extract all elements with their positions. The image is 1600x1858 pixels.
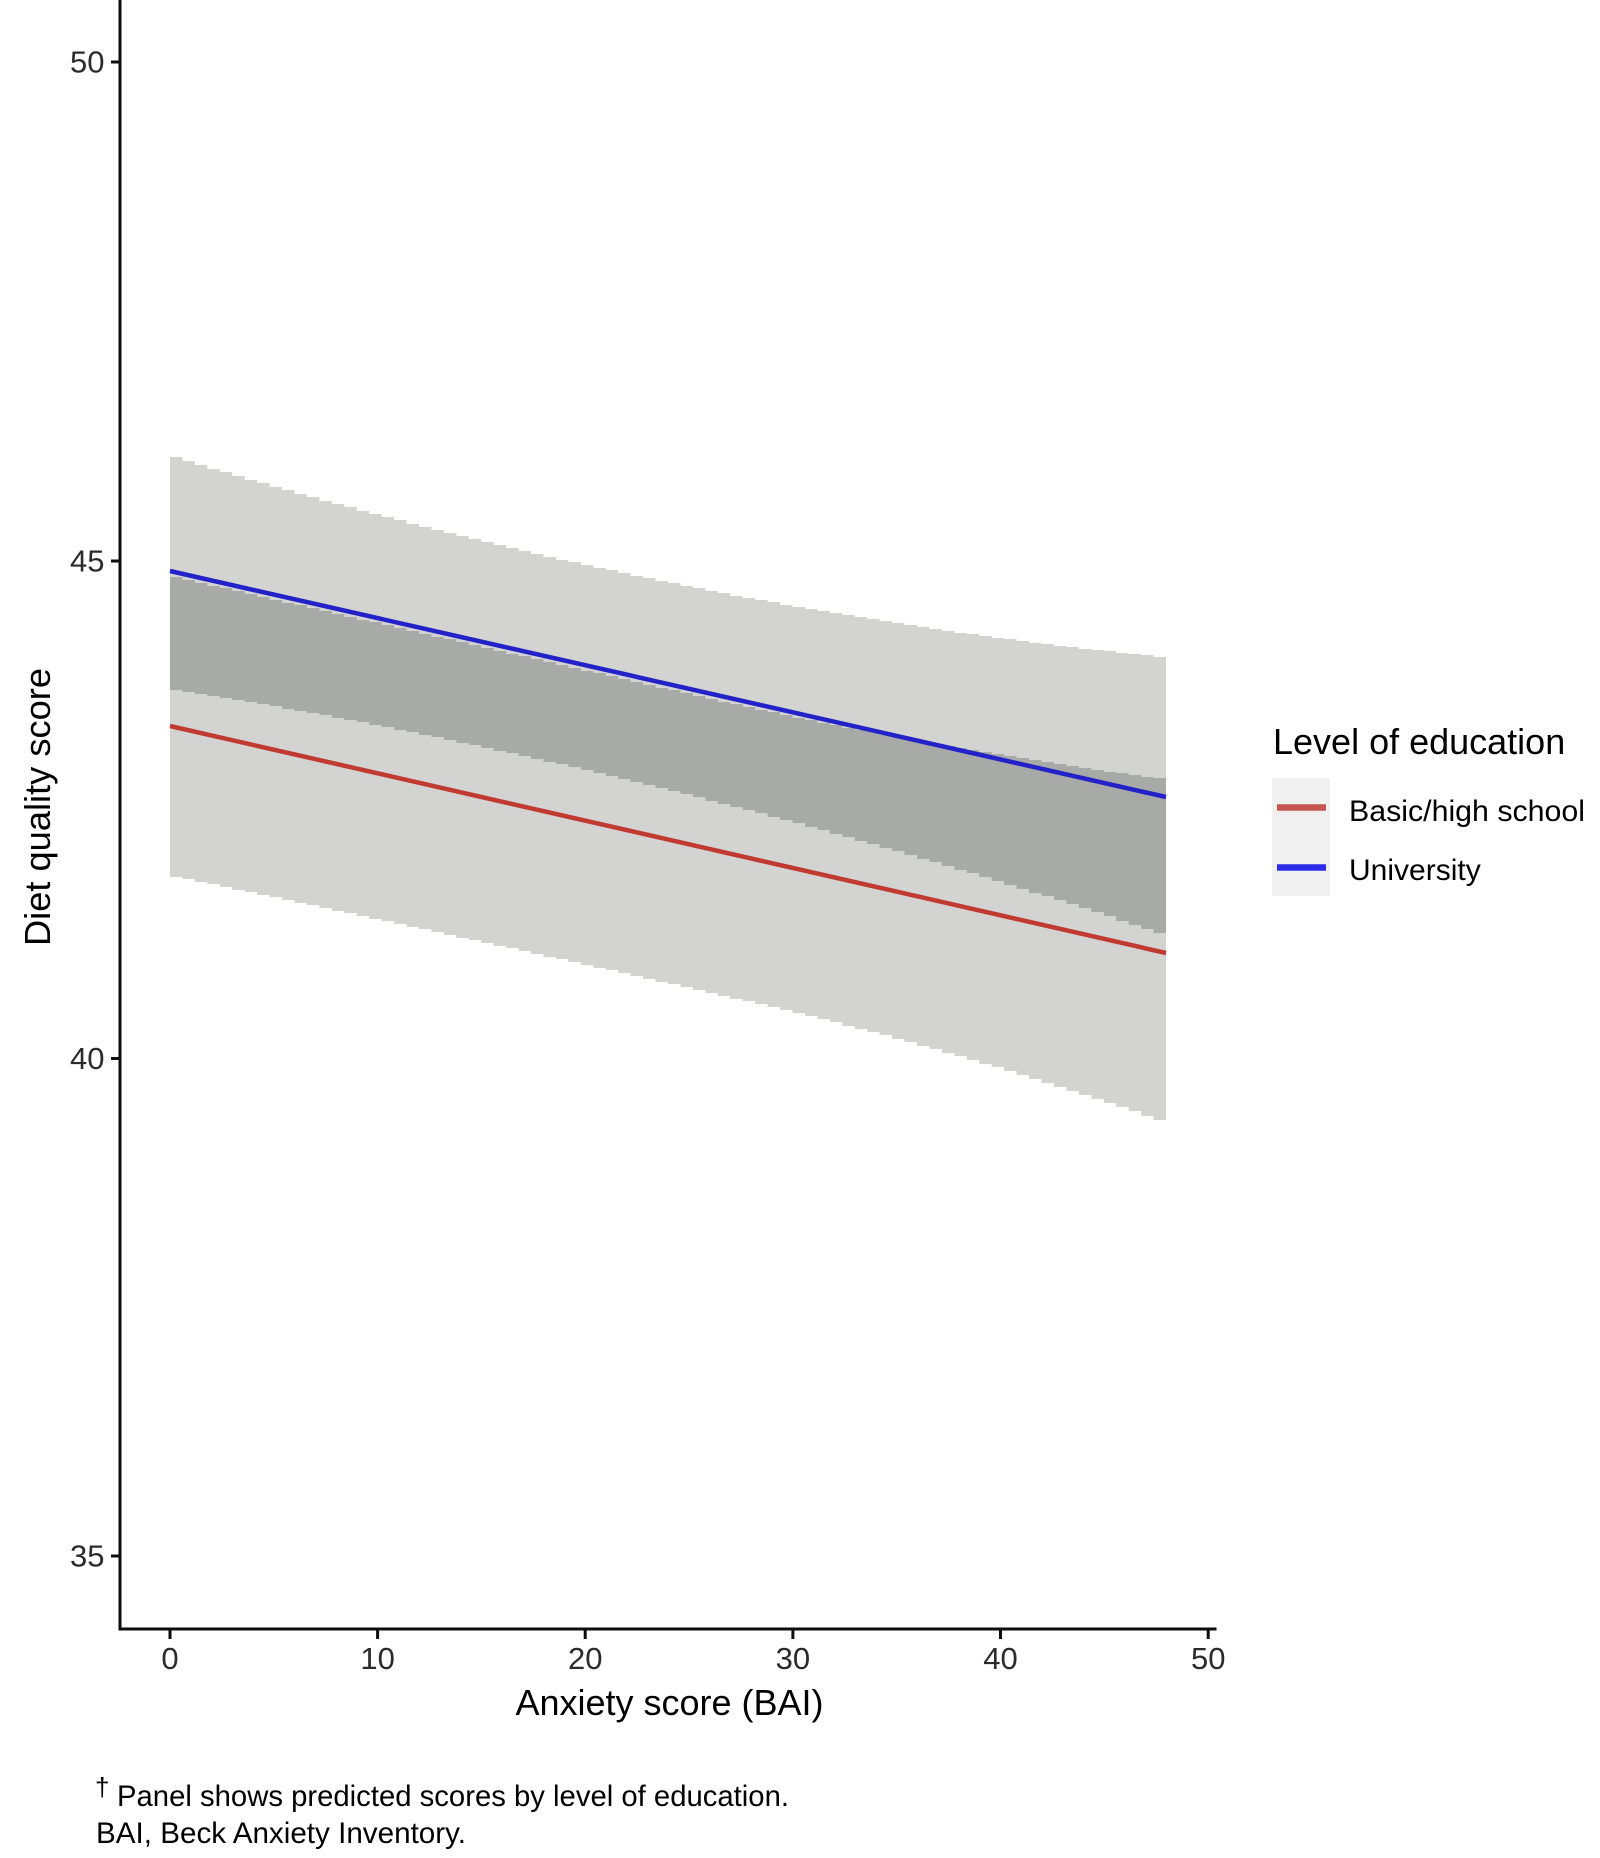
svg-text:50: 50 — [1191, 1641, 1225, 1676]
svg-text:Level of education: Level of education — [1273, 721, 1565, 762]
svg-text:University: University — [1349, 854, 1481, 887]
svg-text:BAI, Beck Anxiety Inventory.: BAI, Beck Anxiety Inventory. — [96, 1817, 466, 1850]
svg-text:†: † — [95, 1772, 109, 1802]
svg-text:Basic/high school: Basic/high school — [1349, 795, 1585, 828]
svg-text:40: 40 — [983, 1641, 1017, 1676]
svg-text:Anxiety score (BAI): Anxiety score (BAI) — [515, 1682, 823, 1723]
svg-text:10: 10 — [360, 1641, 394, 1676]
svg-text:Panel shows predicted scores b: Panel shows predicted scores by level of… — [117, 1780, 789, 1813]
svg-text:40: 40 — [70, 1041, 104, 1076]
svg-text:35: 35 — [70, 1539, 104, 1574]
svg-text:Diet quality score: Diet quality score — [17, 668, 58, 946]
svg-text:45: 45 — [70, 544, 104, 579]
svg-text:20: 20 — [568, 1641, 602, 1676]
svg-text:0: 0 — [161, 1641, 178, 1676]
svg-text:50: 50 — [70, 45, 104, 80]
svg-text:30: 30 — [776, 1641, 810, 1676]
